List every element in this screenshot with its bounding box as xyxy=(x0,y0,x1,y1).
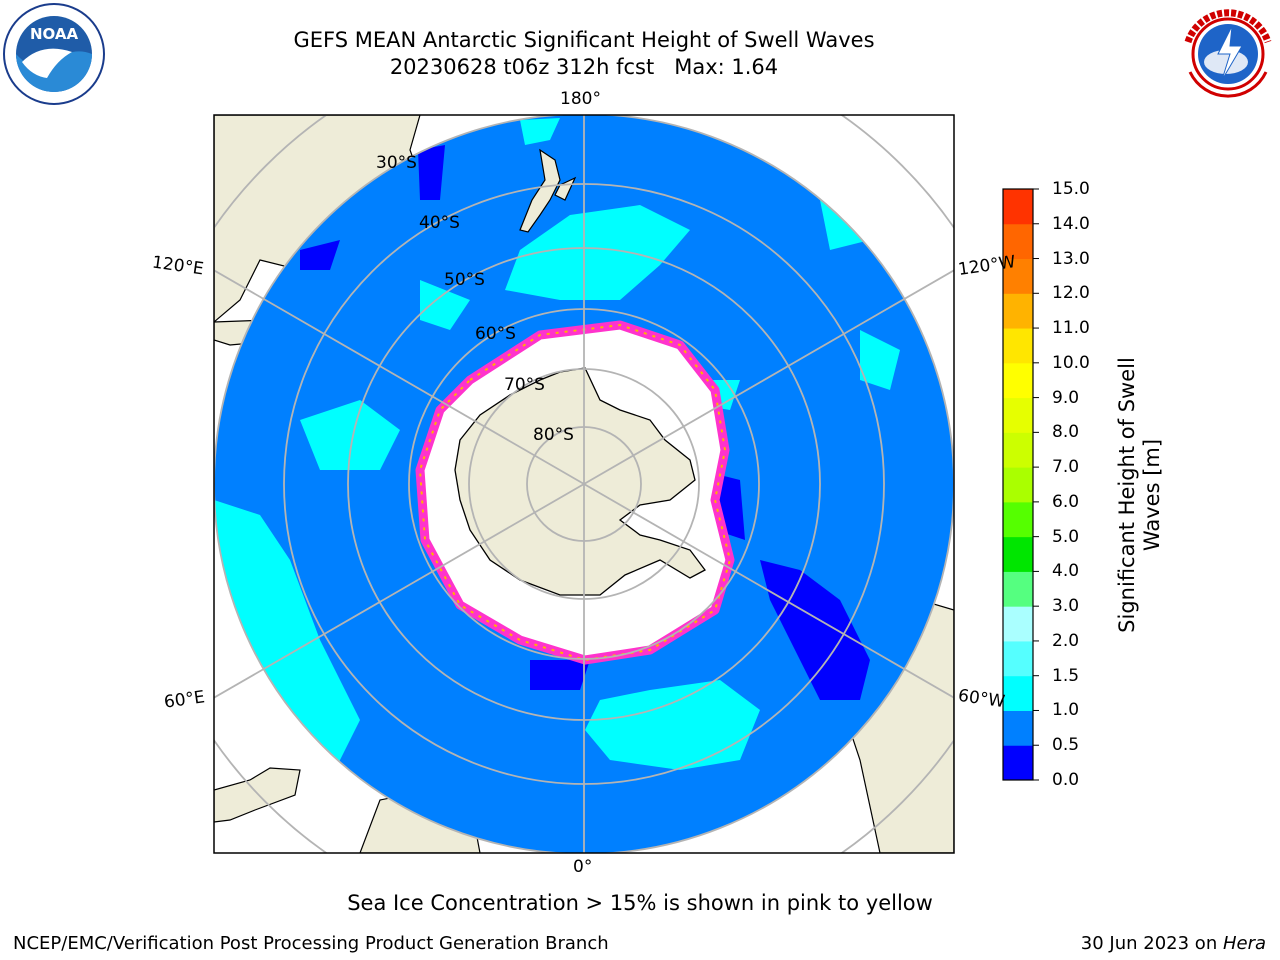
colorbar-swatch xyxy=(1003,710,1033,746)
lat-label-40s: 40°S xyxy=(419,213,460,233)
swell-cyan-patches xyxy=(214,118,900,780)
nws-logo xyxy=(1178,4,1278,104)
noaa-logo: NOAA xyxy=(3,3,105,105)
lat-label-60s: 60°S xyxy=(475,324,516,344)
colorbar-tick-label: 11.0 xyxy=(1052,318,1090,339)
colorbar-tick-label: 2.0 xyxy=(1052,630,1080,651)
colorbar-tick-label: 0.5 xyxy=(1052,735,1080,756)
colorbar-swatch xyxy=(1003,223,1033,260)
svg-text:NOAA: NOAA xyxy=(30,25,79,43)
lon-label-0: 0° xyxy=(573,857,593,877)
colorbar-swatch xyxy=(1003,189,1033,225)
colorbar-swatch xyxy=(1003,328,1033,364)
colorbar-swatch xyxy=(1003,640,1033,677)
colorbar-swatch xyxy=(1003,501,1033,538)
colorbar-swatch xyxy=(1003,397,1033,433)
lat-label-80s: 80°S xyxy=(533,425,574,445)
lat-label-30s: 30°S xyxy=(376,153,417,173)
colorbar-swatch xyxy=(1003,571,1033,607)
colorbar-label: Significant Height of Swell Waves [m] xyxy=(1115,285,1165,705)
lon-label-180: 180° xyxy=(560,89,601,109)
colorbar-swatch xyxy=(1003,536,1033,572)
lat-label-70s: 70°S xyxy=(504,375,545,395)
colorbar-tick-label: 1.0 xyxy=(1052,700,1080,721)
graticule xyxy=(214,115,954,853)
colorbar-swatch xyxy=(1003,467,1033,503)
colorbar-tick-label: 0.0 xyxy=(1052,770,1080,790)
footer-date-text: 30 Jun 2023 on xyxy=(1080,933,1223,954)
colorbar-swatch xyxy=(1003,745,1033,781)
colorbar-tick-label: 6.0 xyxy=(1052,491,1080,512)
colorbar-tick-label: 9.0 xyxy=(1052,387,1080,408)
colorbar-tick-label: 13.0 xyxy=(1052,248,1090,269)
colorbar-frame xyxy=(1002,188,1034,781)
chart-subtitle: 20230628 t06z 312h fcst Max: 1.64 xyxy=(389,55,779,79)
footer-date: 30 Jun 2023 on Hera xyxy=(1081,933,1266,954)
chart-title: GEFS MEAN Antarctic Significant Height o… xyxy=(293,28,875,52)
colorbar xyxy=(1002,188,1039,781)
colorbar-tick-label: 10.0 xyxy=(1052,352,1090,373)
footer-machine: Hera xyxy=(1222,933,1266,954)
colorbar-label-line2: Waves [m] xyxy=(1140,438,1164,552)
colorbar-swatch xyxy=(1003,432,1033,468)
colorbar-tick-label: 7.0 xyxy=(1052,457,1080,478)
colorbar-swatch xyxy=(1003,293,1033,329)
colorbar-tick-label: 3.0 xyxy=(1052,596,1080,617)
colorbar-swatch xyxy=(1003,675,1033,711)
colorbar-tick-label: 14.0 xyxy=(1052,213,1090,234)
colorbar-tick-label: 15.0 xyxy=(1052,179,1090,199)
colorbar-tick-label: 12.0 xyxy=(1052,283,1090,304)
colorbar-tick-label: 5.0 xyxy=(1052,526,1080,547)
colorbar-tick-label: 4.0 xyxy=(1052,561,1080,582)
map-frame xyxy=(213,114,955,854)
colorbar-label-line1: Significant Height of Swell xyxy=(1115,357,1139,633)
colorbar-swatch xyxy=(1003,362,1033,399)
colorbar-swatch xyxy=(1003,606,1033,642)
sea-ice-note: Sea Ice Concentration > 15% is shown in … xyxy=(347,891,933,915)
colorbar-tick-label: 1.5 xyxy=(1052,665,1080,686)
footer-branch: NCEP/EMC/Verification Post Processing Pr… xyxy=(13,933,609,954)
colorbar-tick-label: 8.0 xyxy=(1052,422,1080,443)
colorbar-swatch xyxy=(1003,258,1033,294)
lat-label-50s: 50°S xyxy=(444,270,485,290)
swell-low-regions xyxy=(300,145,870,700)
